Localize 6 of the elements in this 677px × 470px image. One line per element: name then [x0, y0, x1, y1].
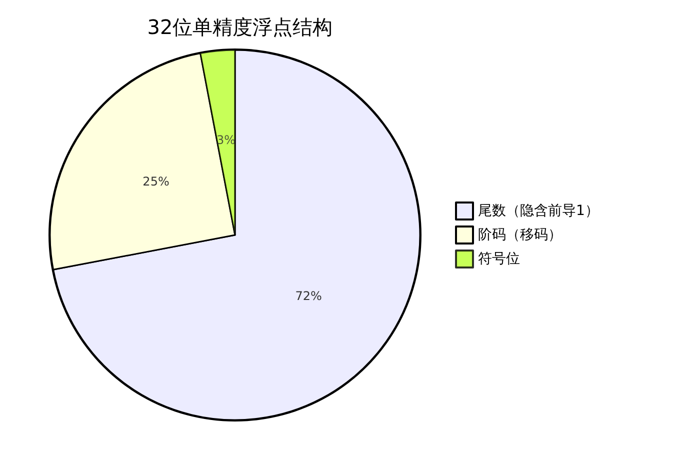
- legend-label: 尾数（隐含前导1）: [478, 203, 599, 219]
- legend-label: 符号位: [478, 251, 520, 267]
- data-label: 25%: [142, 174, 170, 188]
- chart-title: 32位单精度浮点结构: [147, 15, 333, 39]
- data-label: 72%: [295, 288, 322, 303]
- legend-label: 阶码（移码）: [478, 227, 562, 243]
